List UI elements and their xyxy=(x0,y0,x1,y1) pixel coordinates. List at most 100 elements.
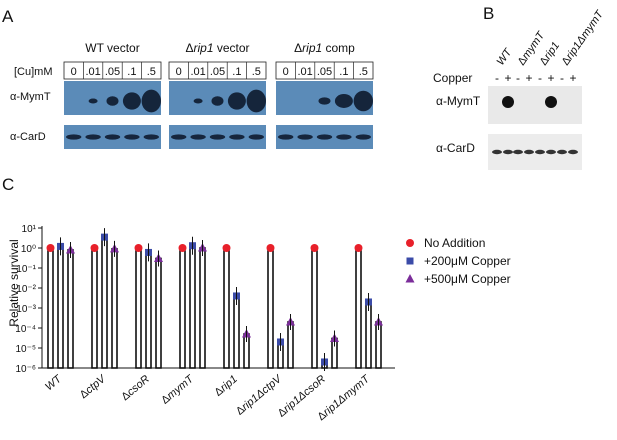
x-category-label-italic: ctpV xyxy=(83,372,109,396)
lane-label: .05 xyxy=(317,66,332,78)
group-header-text: comp xyxy=(322,41,355,55)
panel-letter-a: A xyxy=(2,7,14,26)
card-band xyxy=(190,134,206,140)
data-point-no-addition xyxy=(354,244,363,252)
lane-box xyxy=(63,61,162,80)
y-tick-label: 10⁻⁵ xyxy=(15,344,36,355)
card-band xyxy=(229,134,245,140)
survival-bar xyxy=(135,247,142,369)
lane-label: 0 xyxy=(71,66,77,78)
card-band-b xyxy=(503,149,513,155)
data-point-no-addition xyxy=(90,244,99,252)
x-category-label: WT xyxy=(43,372,65,393)
lane-label: .1 xyxy=(127,66,136,78)
mymt-band xyxy=(211,96,224,106)
y-tick-label: 10⁻² xyxy=(16,284,36,295)
card-band-b xyxy=(568,149,578,155)
group-header-0: WT vector xyxy=(85,41,139,55)
lane-box xyxy=(275,61,374,80)
lane-label: .01 xyxy=(297,66,312,78)
copper-sign-2: - xyxy=(516,71,520,85)
lane-label: .5 xyxy=(252,66,261,78)
card-band xyxy=(66,134,82,140)
x-category-label-italic: rip1ΔmymT xyxy=(321,372,373,418)
lane-label: .1 xyxy=(232,66,241,78)
y-tick-label: 10¹ xyxy=(22,224,37,235)
panel-a-western-blot: [Cu]mM α-MymT α-CarD WT vector 0 .01 .05 .1.… xyxy=(10,41,374,149)
copper-sign-3: + xyxy=(525,71,532,85)
data-point-no-addition xyxy=(178,244,187,252)
data-point-no-addition xyxy=(266,244,275,252)
lane-box xyxy=(168,61,267,80)
card-band xyxy=(336,134,352,140)
mymt-band xyxy=(122,92,141,110)
x-category-label-italic: mymT xyxy=(165,372,197,402)
survival-bar xyxy=(57,245,64,369)
mymt-band-b xyxy=(502,96,514,108)
card-band xyxy=(209,134,226,140)
survival-bar xyxy=(365,301,372,369)
lane-label: .5 xyxy=(359,66,368,78)
mymt-band xyxy=(334,94,353,108)
survival-bar xyxy=(101,236,108,369)
card-band xyxy=(297,134,313,140)
card-band xyxy=(143,134,159,140)
panel-b-western-blot: Copper α-MymT α-CarD WT ΔmymTΔrip1Δrip1Δm… xyxy=(433,8,607,170)
strain-label-0-italic: WT xyxy=(495,46,515,68)
legend-label-2: +500μM Copper xyxy=(424,272,511,286)
mymt-band xyxy=(106,96,119,106)
survival-bar xyxy=(67,249,74,369)
lane-label: .5 xyxy=(147,66,156,78)
y-tick-label: 10⁰ xyxy=(21,244,36,255)
panel-letter-b: B xyxy=(483,4,494,23)
lane-label: 0 xyxy=(176,66,182,78)
card-band-b xyxy=(557,149,567,155)
x-category-label: ΔmymT xyxy=(159,372,197,406)
copper-label: Copper xyxy=(433,71,472,85)
legend-marker-500um xyxy=(405,274,415,283)
survival-bar xyxy=(223,247,230,369)
copper-concentration-label: [Cu]mM xyxy=(14,66,53,78)
x-category-label: ΔctpV xyxy=(78,372,109,401)
card-band xyxy=(85,134,101,140)
survival-bar xyxy=(91,247,98,369)
y-tick-label: 10⁻⁶ xyxy=(15,364,36,375)
lane-label: .01 xyxy=(85,66,100,78)
group-header-italic: rip1 xyxy=(302,41,322,55)
lane-label: 0 xyxy=(283,66,289,78)
card-band xyxy=(355,134,371,140)
group-header-2: Δrip1 comp xyxy=(294,41,355,55)
mymt-band xyxy=(141,89,161,113)
y-tick-label: 10⁻⁴ xyxy=(15,324,36,335)
card-band xyxy=(316,134,333,140)
strain-label-3-italic: rip1ΔmymT xyxy=(564,8,607,62)
x-category-label-italic: rip1ΔctpV xyxy=(240,372,286,413)
survival-bar xyxy=(267,247,274,369)
copper-sign-0: - xyxy=(495,71,499,85)
data-point-no-addition xyxy=(310,244,319,252)
card-band xyxy=(278,134,294,140)
survival-bar xyxy=(355,247,362,369)
y-tick-label: 10⁻³ xyxy=(16,304,36,315)
card-band-b xyxy=(535,149,545,155)
lane-label: .05 xyxy=(210,66,225,78)
mymt-band xyxy=(193,98,203,104)
x-category-label-italic: csoR xyxy=(125,373,152,398)
lane-label: .01 xyxy=(190,66,205,78)
survival-bar xyxy=(311,247,318,369)
survival-bar xyxy=(145,251,152,369)
group-header-prefix: Δ xyxy=(294,41,302,55)
data-point-no-addition xyxy=(222,244,231,252)
survival-bar xyxy=(199,247,206,369)
copper-sign-1: + xyxy=(504,71,511,85)
mymt-band xyxy=(353,90,373,112)
card-band xyxy=(124,134,140,140)
card-band-b xyxy=(513,149,523,155)
survival-bar xyxy=(179,247,186,369)
survival-bar xyxy=(233,295,240,369)
x-category-label-italic: WT xyxy=(43,372,65,393)
blot-label-card: α-CarD xyxy=(10,131,46,143)
group-header-text: vector xyxy=(214,41,250,55)
mymt-band xyxy=(227,92,246,110)
legend-label-1: +200μM Copper xyxy=(424,254,511,268)
